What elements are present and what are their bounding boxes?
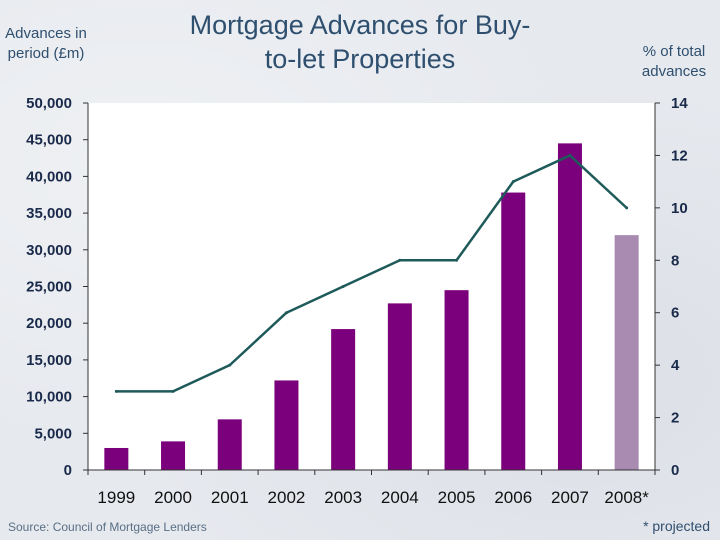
x-tick-label: 2002 [268,488,306,507]
left-tick-label: 45,000 [26,132,72,149]
right-tick-label: 12 [671,147,688,164]
right-tick-label: 14 [671,95,688,112]
left-tick-label: 20,000 [26,315,72,332]
line-point [114,389,118,393]
bar [444,290,469,470]
line-point [455,258,459,262]
right-axis-label: % of total advances [641,43,707,80]
line-point [284,311,288,315]
right-tick-label: 6 [671,305,679,322]
right-tick-label: 4 [671,357,680,374]
bar [331,329,356,470]
chart-title: Mortgage Advances for Buy-to-let Propert… [189,10,531,74]
source-note: Source: Council of Mortgage Lenders [8,520,207,534]
bar [274,380,299,470]
right-tick-label: 0 [671,462,679,479]
right-tick-label: 8 [671,252,679,269]
left-tick-label: 5,000 [34,425,72,442]
left-axis-label: Advances in period (£m) [5,25,87,62]
x-tick-label: 1999 [97,488,135,507]
left-tick-label: 0 [64,462,72,479]
x-tick-label: 2004 [381,488,419,507]
bar [557,143,582,470]
left-tick-label: 30,000 [26,242,72,259]
line-point [171,389,175,393]
line-point [568,153,572,157]
bar [104,447,129,470]
x-tick-label: 2003 [324,488,362,507]
bar [614,235,639,470]
line-point [228,363,232,367]
left-tick-label: 10,000 [26,389,72,406]
left-tick-label: 35,000 [26,205,72,222]
bar [387,303,412,470]
left-tick-label: 15,000 [26,352,72,369]
x-tick-label: 2006 [494,488,532,507]
bar [501,192,526,470]
x-tick-label: 2000 [154,488,192,507]
line-point [341,285,345,288]
line-point [511,180,515,184]
x-tick-label: 2001 [211,488,249,507]
right-tick-label: 2 [671,410,679,427]
x-tick-label: 2007 [551,488,589,507]
bar [161,441,186,470]
x-tick-label: 2008* [604,488,649,507]
projected-footnote: * projected [643,518,710,534]
left-tick-label: 40,000 [26,168,72,185]
line-point [398,258,402,262]
x-tick-label: 2005 [438,488,476,507]
right-tick-label: 10 [671,200,688,217]
left-tick-label: 50,000 [26,95,72,112]
left-tick-label: 25,000 [26,279,72,296]
bar [217,419,242,470]
percentage-line [116,154,628,393]
line-point [625,206,629,210]
